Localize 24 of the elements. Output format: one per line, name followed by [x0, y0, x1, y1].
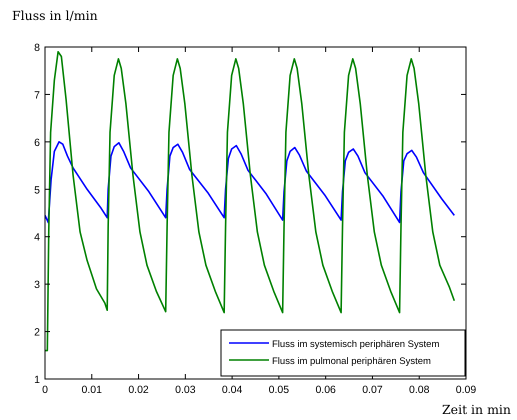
y-tick-label: 8: [34, 42, 40, 54]
x-tick-label: 0.03: [175, 384, 196, 396]
x-tick-label: 0: [42, 384, 48, 396]
x-tick-label: 0.06: [315, 384, 336, 396]
y-tick-label: 6: [34, 136, 40, 149]
line-series: [45, 50, 456, 352]
y-axis-title: Fluss in l/min: [12, 8, 98, 23]
x-tick-label: 0.05: [268, 384, 290, 396]
legend-label: Fluss im systemisch periphären System: [272, 339, 440, 350]
x-tick-label: 0.02: [128, 384, 149, 396]
legend-label: Fluss im pulmonal periphären System: [272, 356, 432, 367]
x-tick-label: 0.07: [362, 384, 383, 396]
x-tick-label: 0.04: [222, 384, 242, 396]
y-tick-label: 4: [34, 232, 40, 244]
y-tick-label: 5: [34, 184, 40, 196]
x-axis-title: Zeit in min: [442, 402, 511, 417]
y-tick-label: 3: [34, 279, 40, 292]
y-tick-label: 2: [34, 326, 40, 339]
y-tick-label: 7: [34, 89, 40, 102]
x-tick-label: 0.09: [456, 384, 476, 396]
line-series: [45, 141, 456, 224]
x-tick-label: 0.01: [82, 384, 102, 396]
x-tick-label: 0.08: [409, 384, 430, 396]
y-tick-label: 1: [34, 374, 40, 386]
